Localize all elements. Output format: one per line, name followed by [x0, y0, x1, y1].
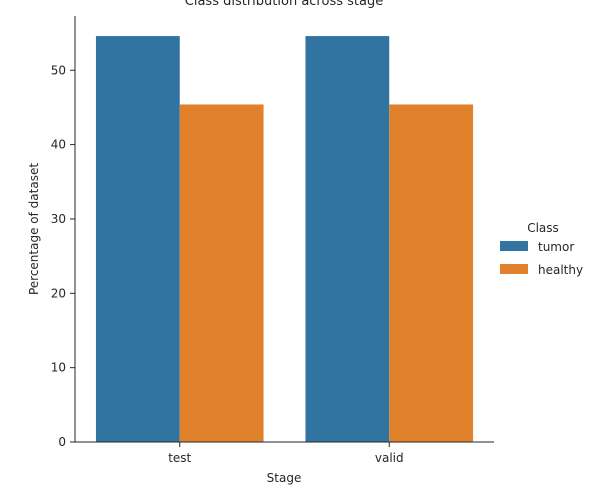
x-tick-label: valid	[375, 451, 404, 465]
bar-tumor-test	[95, 36, 180, 442]
bar-healthy-test	[179, 104, 264, 443]
y-tick-label: 0	[58, 435, 66, 449]
legend-label-healthy: healthy	[538, 263, 583, 277]
y-axis-label: Percentage of dataset	[27, 163, 41, 295]
bar-tumor-valid	[305, 36, 390, 442]
legend: Class tumor healthy	[500, 221, 583, 277]
legend-swatch-healthy	[500, 264, 528, 274]
bar-healthy-valid	[389, 104, 474, 443]
x-axis: test valid	[75, 441, 494, 465]
chart-title: Class distribution across stage	[185, 0, 383, 9]
y-tick-label: 40	[51, 138, 66, 152]
legend-title: Class	[527, 221, 559, 235]
y-tick-label: 50	[51, 63, 66, 77]
y-axis: 0 10 20 30 40 50	[51, 16, 76, 449]
y-tick-label: 20	[51, 286, 66, 300]
y-tick-label: 10	[51, 361, 66, 375]
x-axis-label: Stage	[267, 471, 302, 485]
x-tick-label: test	[168, 451, 191, 465]
legend-swatch-tumor	[500, 241, 528, 251]
legend-label-tumor: tumor	[538, 240, 574, 254]
y-tick-label: 30	[51, 212, 66, 226]
bars	[95, 36, 474, 443]
